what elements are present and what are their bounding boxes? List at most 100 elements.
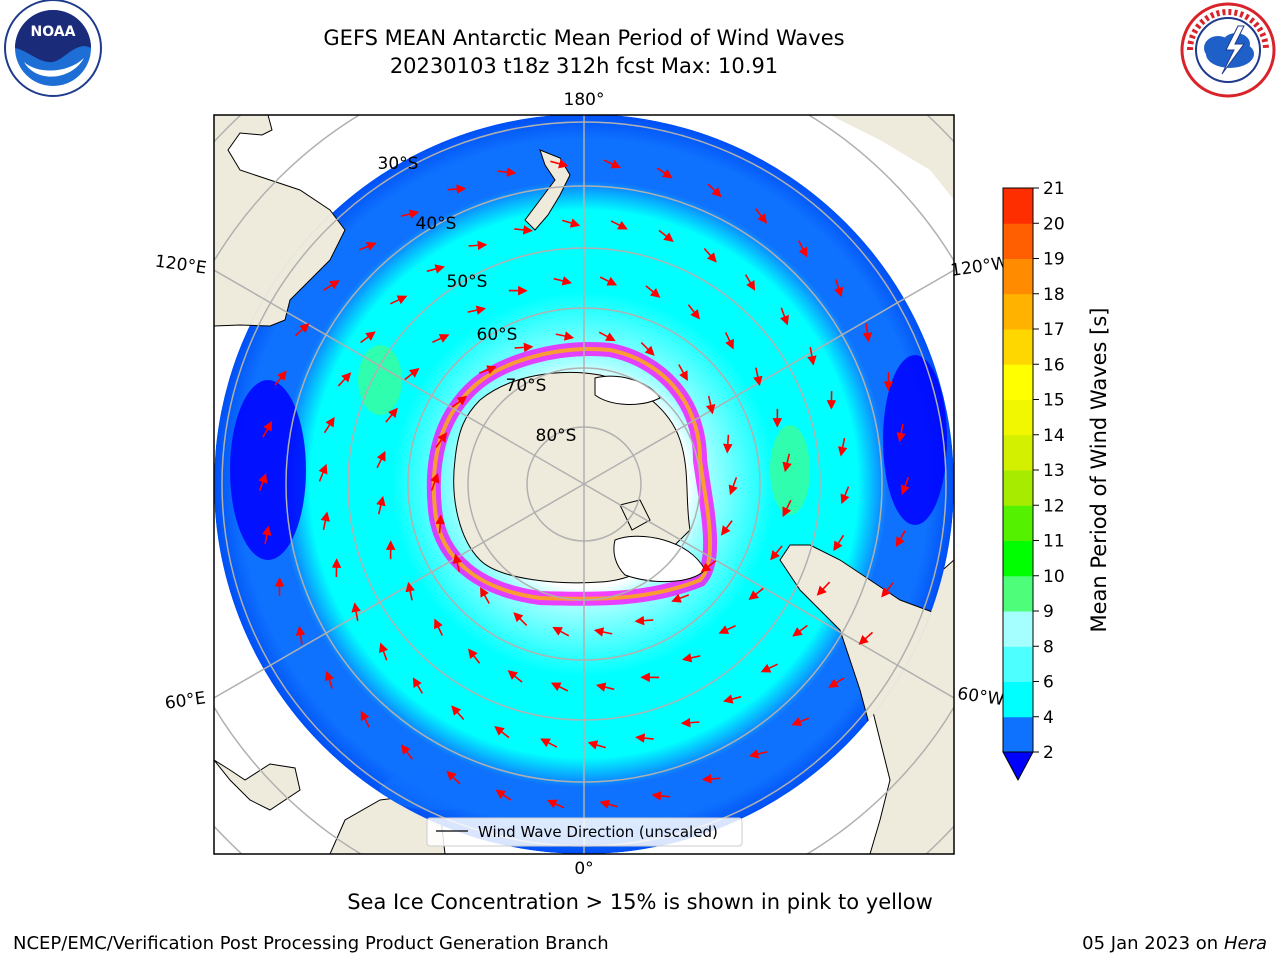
wave-arrow [351, 602, 361, 622]
wave-arrow [837, 437, 848, 457]
wave-arrow [320, 511, 331, 531]
wave-arrow [705, 395, 716, 415]
colorbar-tick-label: 13 [1043, 461, 1065, 481]
wave-arrow [760, 663, 778, 673]
wave-arrow [635, 733, 654, 743]
wave-arrow [834, 279, 844, 298]
wave-arrow [452, 553, 463, 573]
colorbar-cell [1003, 505, 1033, 541]
colorbar-cell [1003, 611, 1033, 647]
credit-text: NCEP/EMC/Verification Post Processing Pr… [13, 933, 609, 954]
wave-arrow [640, 342, 655, 356]
wave-arrow [495, 789, 512, 801]
lat-label-80s: 80°S [536, 426, 577, 446]
wave-arrow [451, 395, 468, 408]
lon-label-180: 180° [564, 90, 605, 110]
wave-arrow [681, 653, 701, 663]
colorbar-cell [1003, 293, 1033, 330]
wave-arrow [337, 372, 352, 387]
wave-arrow [900, 476, 910, 495]
new-zealand [524, 149, 571, 231]
sea-ice-edge [426, 342, 718, 606]
wave-arrow [513, 612, 528, 626]
wave-arrow [779, 307, 789, 326]
colorbar-cell [1003, 223, 1033, 259]
wave-arrow [262, 420, 273, 438]
wave-arrow [553, 276, 573, 286]
wave-arrow [755, 208, 767, 224]
wave-arrow [514, 225, 533, 235]
wave-arrow [720, 520, 733, 536]
wave-arrow [546, 799, 565, 809]
colorbar-tick-label: 8 [1043, 637, 1054, 657]
wave-arrow [405, 581, 415, 601]
wave-arrow [833, 534, 845, 552]
wave-arrow [446, 770, 461, 785]
wave-arrow [645, 285, 661, 298]
wave-arrow [468, 648, 481, 664]
wave-arrow [507, 670, 523, 683]
colorbar-cell [1003, 188, 1033, 224]
colorbar-tick-label: 19 [1043, 250, 1065, 270]
wave-arrow [360, 331, 376, 344]
wave-arrow [295, 625, 306, 645]
lat-label-70s: 70°S [506, 376, 547, 396]
wind-wave-arrows [258, 159, 910, 809]
wave-arrow [497, 167, 517, 177]
wave-arrow [656, 167, 673, 179]
wave-arrow [447, 184, 467, 194]
chart-title: GEFS MEAN Antarctic Mean Period of Wind … [323, 26, 845, 50]
map-frame [213, 114, 955, 855]
wave-arrow [862, 323, 873, 343]
wave-arrow [610, 220, 628, 230]
wave-arrow [753, 367, 763, 387]
wave-arrow [430, 472, 440, 491]
wave-arrow [562, 218, 581, 228]
wave-arrow [828, 677, 845, 688]
wave-arrow [678, 364, 688, 382]
colorbar-tick-label: 6 [1043, 673, 1054, 693]
weddell-ice-shelf [613, 535, 706, 582]
colorbar-tick-label: 10 [1043, 567, 1065, 587]
wave-arrow [404, 368, 420, 381]
wave-arrow [603, 159, 622, 169]
wave-arrow [895, 530, 906, 548]
wave-arrow [599, 799, 618, 809]
colorbar-cell [1003, 540, 1033, 577]
colorbar-cell [1003, 258, 1033, 295]
wave-arrow [587, 740, 606, 750]
colorbar-tick-label: 4 [1043, 708, 1054, 728]
wave-arrow [552, 626, 570, 637]
lon-label-60e: 60°E [164, 688, 207, 713]
colorbar-under-triangle [1002, 751, 1034, 782]
colorbar-tick-label: 12 [1043, 496, 1065, 516]
lat-labels: 30°S 40°S 50°S 60°S 70°S 80°S [378, 154, 577, 446]
wave-arrow [723, 434, 733, 454]
wave-arrow [707, 183, 722, 198]
wave-arrow [593, 627, 613, 637]
ross-ice-shelf [594, 375, 661, 405]
colorbar-cell [1003, 399, 1033, 436]
lon-label-60w: 60°W [956, 684, 1005, 710]
wave-arrow [748, 749, 768, 759]
wave-arrow [840, 486, 850, 505]
colorbar: 2 4 6 8 9 10 11 12 13 14 15 16 17 18 19 20 21 Mean Perio… [1002, 179, 1111, 782]
wave-arrow [385, 407, 398, 423]
wave-arrow [680, 717, 700, 728]
colorbar-cell [1003, 470, 1033, 506]
wave-arrow [858, 631, 874, 645]
wave-arrow [550, 682, 569, 692]
colorbar-tick-label: 14 [1043, 426, 1065, 446]
colorbar-tick-label: 20 [1043, 214, 1065, 234]
colorbar-tick-label: 2 [1043, 743, 1054, 763]
chart-subtitle: 20230103 t18z 312h fcst Max: 10.91 [389, 54, 779, 78]
wave-arrow [598, 331, 616, 342]
wave-arrow [435, 432, 448, 448]
sea-ice-note: Sea Ice Concentration > 15% is shown in … [347, 890, 933, 914]
wave-arrow [376, 495, 386, 515]
colorbar-cell [1003, 434, 1033, 471]
wave-arrow [700, 560, 717, 573]
wave-arrow [550, 159, 569, 169]
wave-arrow [324, 670, 334, 689]
wave-arrow [770, 545, 783, 561]
